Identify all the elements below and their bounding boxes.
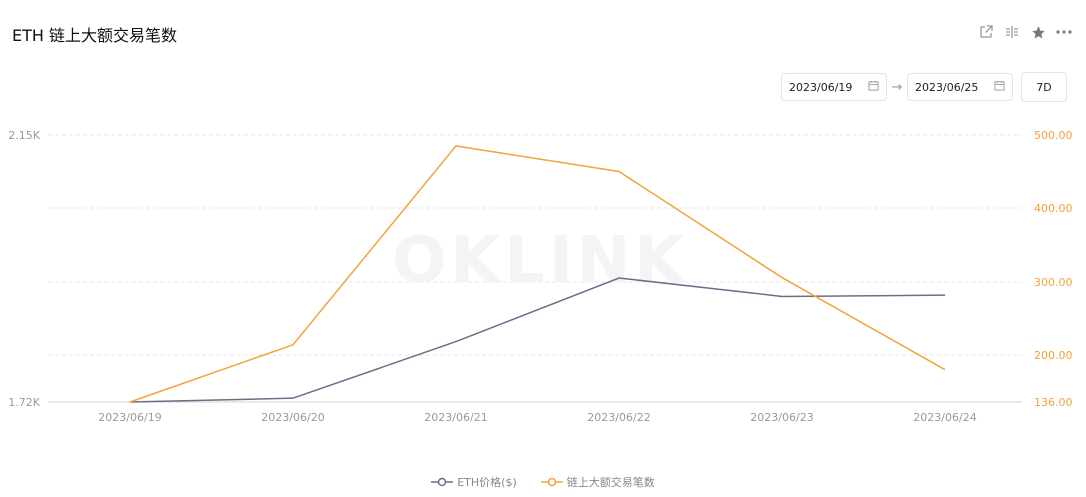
watermark-logo: OKLINK bbox=[392, 224, 688, 298]
y-right-tick-label: 136.00 bbox=[1034, 396, 1073, 409]
end-date-field[interactable]: 2023/06/25 bbox=[907, 73, 1013, 101]
x-tick-label: 2023/06/19 bbox=[98, 411, 161, 424]
legend-label: 链上大额交易笔数 bbox=[566, 476, 655, 489]
start-date-value: 2023/06/19 bbox=[789, 80, 853, 94]
calendar-icon bbox=[868, 80, 879, 94]
series-line-eth-price bbox=[129, 277, 946, 403]
date-range-picker: 2023/06/19 → 2023/06/25 7D bbox=[781, 72, 1067, 102]
share-icon[interactable] bbox=[978, 24, 994, 40]
chart-toolbar bbox=[978, 24, 1072, 40]
star-icon[interactable] bbox=[1030, 24, 1046, 40]
y-right-tick-label: 500.00 bbox=[1034, 129, 1073, 142]
legend-item[interactable]: ETH价格($) bbox=[431, 474, 517, 490]
legend-item[interactable]: 链上大额交易笔数 bbox=[540, 474, 655, 490]
y-right-tick-label: 400.00 bbox=[1034, 202, 1073, 215]
arrow-right-icon: → bbox=[891, 79, 903, 95]
x-tick-label: 2023/06/20 bbox=[261, 411, 324, 424]
calendar-icon bbox=[994, 80, 1005, 94]
range-7d-button[interactable]: 7D bbox=[1021, 72, 1067, 102]
chart-title: ETH 链上大额交易笔数 bbox=[12, 26, 178, 45]
legend-marker-icon bbox=[540, 477, 563, 487]
y-left-tick-label: 2.15K bbox=[8, 129, 40, 142]
start-date-field[interactable]: 2023/06/19 bbox=[781, 73, 887, 101]
legend-label: ETH价格($) bbox=[457, 476, 517, 489]
y-left-tick-label: 1.72K bbox=[8, 396, 40, 409]
x-tick-label: 2023/06/23 bbox=[750, 411, 813, 424]
end-date-value: 2023/06/25 bbox=[915, 80, 979, 94]
x-tick-label: 2023/06/21 bbox=[424, 411, 487, 424]
compare-icon[interactable] bbox=[1004, 24, 1020, 40]
y-right-tick-label: 200.00 bbox=[1034, 349, 1073, 362]
chart-legend: ETH价格($) 链上大额交易笔数 bbox=[0, 474, 1086, 490]
x-tick-label: 2023/06/24 bbox=[913, 411, 976, 424]
legend-marker-icon bbox=[431, 477, 454, 487]
series-line-large-tx bbox=[129, 145, 946, 403]
more-icon[interactable] bbox=[1056, 24, 1072, 40]
y-right-tick-label: 300.00 bbox=[1034, 276, 1073, 289]
x-tick-label: 2023/06/22 bbox=[587, 411, 650, 424]
